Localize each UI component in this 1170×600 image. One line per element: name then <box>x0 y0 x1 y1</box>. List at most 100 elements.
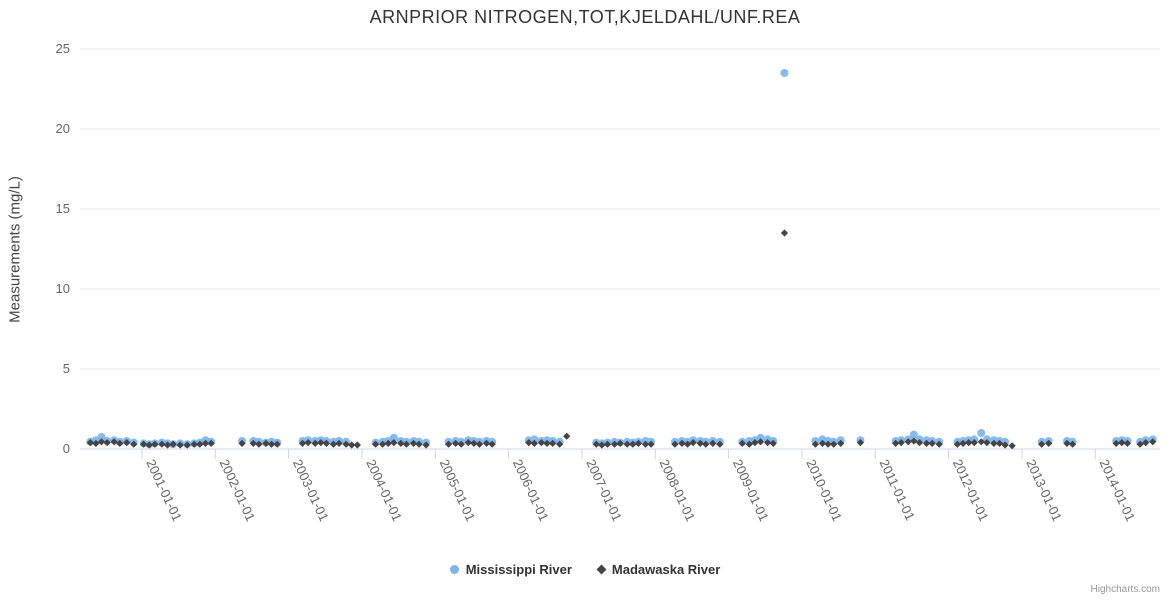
data-point-madawaska[interactable] <box>1045 439 1053 447</box>
data-point-mississippi[interactable] <box>389 433 398 442</box>
data-point-madawaska[interactable] <box>678 439 686 447</box>
data-point-madawaska[interactable] <box>372 440 380 448</box>
data-point-madawaska[interactable] <box>1142 439 1150 447</box>
data-point-madawaska[interactable] <box>634 439 643 447</box>
data-point-madawaska[interactable] <box>190 440 198 448</box>
data-point-madawaska[interactable] <box>130 440 138 448</box>
data-point-madawaska[interactable] <box>207 439 215 447</box>
data-point-madawaska[interactable] <box>249 439 257 447</box>
data-point-madawaska[interactable] <box>915 439 924 447</box>
data-point-madawaska[interactable] <box>671 440 679 448</box>
data-point-madawaska[interactable] <box>482 439 491 447</box>
data-point-madawaska[interactable] <box>402 440 411 448</box>
data-point-madawaska[interactable] <box>745 440 753 448</box>
data-point-madawaska[interactable] <box>422 441 430 449</box>
data-point-madawaska[interactable] <box>530 439 538 447</box>
data-point-madawaska[interactable] <box>92 439 100 447</box>
data-point-madawaska[interactable] <box>592 440 600 448</box>
data-point-madawaska[interactable] <box>696 439 704 447</box>
data-point-madawaska[interactable] <box>470 439 478 447</box>
data-point-mississippi[interactable] <box>909 430 918 439</box>
data-point-madawaska[interactable] <box>549 439 557 447</box>
data-point-madawaska[interactable] <box>738 439 746 447</box>
data-point-madawaska[interactable] <box>702 440 710 448</box>
data-point-madawaska[interactable] <box>379 440 387 448</box>
data-point-madawaska[interactable] <box>140 440 148 448</box>
data-point-madawaska[interactable] <box>103 439 111 447</box>
data-point-madawaska[interactable] <box>811 440 820 448</box>
data-point-madawaska[interactable] <box>384 439 392 447</box>
data-point-madawaska[interactable] <box>965 439 973 447</box>
data-point-madawaska[interactable] <box>935 440 943 448</box>
data-point-madawaska[interactable] <box>86 439 94 447</box>
data-point-madawaska[interactable] <box>97 438 106 446</box>
data-point-madawaska[interactable] <box>322 439 331 447</box>
data-point-madawaska[interactable] <box>856 439 865 447</box>
data-point-madawaska[interactable] <box>959 439 967 447</box>
data-point-madawaska[interactable] <box>158 440 166 448</box>
data-point-madawaska[interactable] <box>298 439 307 447</box>
data-point-madawaska[interactable] <box>977 438 985 446</box>
data-point-madawaska[interactable] <box>409 439 418 447</box>
data-point-madawaska[interactable] <box>830 440 838 448</box>
data-point-madawaska[interactable] <box>342 440 350 448</box>
data-point-madawaska[interactable] <box>353 441 361 449</box>
data-point-madawaska[interactable] <box>1136 440 1144 448</box>
data-point-madawaska[interactable] <box>317 439 325 447</box>
data-point-madawaska[interactable] <box>1123 439 1132 447</box>
data-point-madawaska[interactable] <box>995 439 1004 447</box>
data-point-madawaska[interactable] <box>196 440 204 448</box>
data-point-madawaska[interactable] <box>689 439 697 447</box>
data-point-madawaska[interactable] <box>329 440 338 448</box>
data-point-madawaska[interactable] <box>751 439 759 447</box>
data-point-madawaska[interactable] <box>110 438 118 446</box>
data-point-madawaska[interactable] <box>928 439 936 447</box>
data-point-madawaska[interactable] <box>953 440 962 448</box>
data-point-madawaska[interactable] <box>525 439 533 447</box>
data-point-madawaska[interactable] <box>641 440 650 448</box>
data-point-madawaska[interactable] <box>457 440 465 448</box>
data-point-madawaska[interactable] <box>238 439 246 447</box>
data-point-madawaska[interactable] <box>556 440 564 448</box>
data-point-madawaska[interactable] <box>145 441 153 449</box>
data-point-madawaska[interactable] <box>543 439 551 447</box>
data-point-madawaska[interactable] <box>201 439 210 447</box>
data-point-madawaska[interactable] <box>123 439 131 447</box>
data-point-mississippi[interactable] <box>530 435 539 444</box>
data-point-madawaska[interactable] <box>169 440 177 448</box>
data-point-madawaska[interactable] <box>1008 442 1016 450</box>
data-point-madawaska[interactable] <box>891 439 900 447</box>
data-point-mississippi[interactable] <box>780 69 789 77</box>
data-point-madawaska[interactable] <box>683 440 692 448</box>
data-point-madawaska[interactable] <box>910 437 918 445</box>
data-point-madawaska[interactable] <box>610 440 619 448</box>
data-point-madawaska[interactable] <box>116 439 124 447</box>
data-point-madawaska[interactable] <box>335 439 343 447</box>
data-point-madawaska[interactable] <box>452 439 460 447</box>
data-point-madawaska[interactable] <box>970 439 978 447</box>
data-point-madawaska[interactable] <box>623 440 631 448</box>
data-point-madawaska[interactable] <box>897 439 905 447</box>
data-point-madawaska[interactable] <box>415 440 423 448</box>
data-point-madawaska[interactable] <box>1068 440 1077 448</box>
data-point-madawaska[interactable] <box>598 441 606 449</box>
data-point-madawaska[interactable] <box>922 439 931 447</box>
data-point-madawaska[interactable] <box>304 439 312 447</box>
data-point-madawaska[interactable] <box>348 441 356 449</box>
data-point-mississippi[interactable] <box>977 429 986 437</box>
data-point-madawaska[interactable] <box>818 439 827 447</box>
data-point-madawaska[interactable] <box>1112 439 1120 447</box>
data-point-madawaska[interactable] <box>563 432 571 440</box>
data-point-mississippi[interactable] <box>756 433 765 442</box>
data-point-madawaska[interactable] <box>464 439 472 447</box>
data-point-madawaska[interactable] <box>390 439 398 447</box>
data-point-madawaska[interactable] <box>603 440 612 448</box>
data-point-madawaska[interactable] <box>983 439 991 447</box>
data-point-madawaska[interactable] <box>1038 440 1046 448</box>
data-point-madawaska[interactable] <box>537 439 545 447</box>
data-point-madawaska[interactable] <box>273 440 281 448</box>
data-point-madawaska[interactable] <box>255 440 263 448</box>
data-point-madawaska[interactable] <box>311 439 319 447</box>
data-point-madawaska[interactable] <box>1149 438 1157 446</box>
data-point-madawaska[interactable] <box>176 441 184 449</box>
